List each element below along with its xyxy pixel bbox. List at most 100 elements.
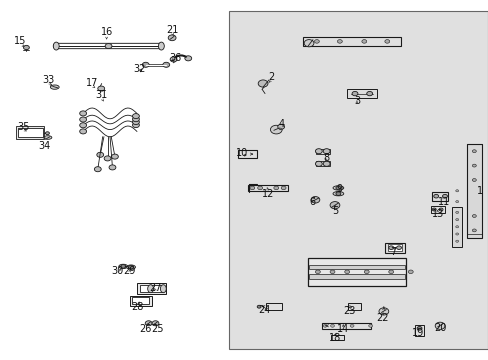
Text: 33: 33: [42, 75, 55, 85]
Circle shape: [80, 111, 86, 116]
Circle shape: [396, 246, 401, 249]
Bar: [140, 285, 163, 292]
Circle shape: [170, 57, 177, 62]
Ellipse shape: [53, 42, 59, 50]
Circle shape: [471, 164, 475, 167]
Text: 30: 30: [111, 266, 123, 276]
Circle shape: [315, 149, 322, 154]
Circle shape: [366, 91, 372, 96]
Ellipse shape: [332, 192, 343, 196]
Circle shape: [80, 117, 86, 122]
Circle shape: [433, 194, 438, 198]
Circle shape: [455, 226, 458, 228]
Circle shape: [277, 124, 284, 129]
Ellipse shape: [160, 285, 166, 293]
Circle shape: [438, 208, 442, 211]
Text: 14: 14: [336, 324, 349, 334]
Ellipse shape: [332, 186, 343, 190]
Circle shape: [257, 305, 261, 308]
Text: 24: 24: [257, 305, 270, 315]
Circle shape: [378, 308, 388, 315]
Circle shape: [351, 91, 357, 96]
Text: 12: 12: [261, 189, 274, 199]
Text: 15: 15: [14, 36, 27, 46]
Text: 5: 5: [331, 206, 337, 216]
Circle shape: [337, 40, 342, 43]
Text: 22: 22: [375, 312, 388, 323]
Circle shape: [434, 322, 444, 329]
Circle shape: [361, 40, 366, 43]
Circle shape: [273, 186, 278, 190]
Text: 4: 4: [278, 119, 284, 129]
Bar: [228, 11, 487, 349]
Bar: [16, 126, 44, 139]
Circle shape: [323, 161, 329, 166]
Circle shape: [132, 117, 139, 122]
Circle shape: [315, 270, 320, 274]
Text: 27: 27: [149, 283, 162, 293]
Circle shape: [249, 186, 254, 190]
Circle shape: [455, 233, 458, 235]
Circle shape: [121, 265, 125, 268]
Text: 34: 34: [38, 141, 50, 151]
Bar: [265, 303, 281, 310]
Bar: [346, 89, 376, 98]
Circle shape: [335, 186, 340, 190]
Circle shape: [364, 270, 368, 274]
Circle shape: [98, 86, 104, 91]
Circle shape: [111, 154, 118, 159]
Circle shape: [132, 120, 139, 125]
Circle shape: [145, 321, 152, 326]
Bar: [330, 335, 344, 341]
Circle shape: [344, 270, 349, 274]
Text: 6: 6: [308, 197, 314, 207]
Circle shape: [314, 40, 319, 43]
Bar: [129, 296, 151, 306]
Text: 28: 28: [131, 302, 144, 312]
Text: 18: 18: [328, 333, 341, 343]
Bar: [303, 37, 400, 46]
Bar: [387, 244, 402, 251]
Bar: [430, 206, 444, 213]
Bar: [132, 297, 149, 304]
Circle shape: [349, 324, 353, 327]
Circle shape: [184, 56, 191, 61]
Bar: [466, 144, 481, 238]
Circle shape: [431, 208, 435, 211]
Text: 17: 17: [85, 78, 98, 88]
Circle shape: [384, 40, 389, 43]
Circle shape: [128, 265, 133, 269]
Ellipse shape: [126, 265, 135, 269]
Circle shape: [323, 324, 326, 327]
Text: 3: 3: [353, 96, 359, 106]
Circle shape: [258, 80, 267, 87]
Circle shape: [455, 219, 458, 221]
Text: 29: 29: [123, 266, 136, 276]
Circle shape: [315, 161, 322, 166]
Text: 10: 10: [235, 148, 248, 158]
Circle shape: [104, 156, 111, 161]
Circle shape: [455, 201, 458, 203]
Circle shape: [388, 270, 393, 274]
Circle shape: [323, 149, 329, 154]
Text: 19: 19: [411, 328, 424, 338]
Circle shape: [442, 194, 447, 198]
Circle shape: [168, 35, 176, 41]
Circle shape: [45, 132, 49, 135]
Text: 36: 36: [168, 53, 181, 63]
Circle shape: [270, 125, 282, 134]
Circle shape: [23, 45, 29, 50]
Circle shape: [471, 229, 475, 232]
Text: 8: 8: [323, 153, 329, 163]
Text: 32: 32: [133, 64, 145, 74]
Circle shape: [132, 122, 139, 127]
Circle shape: [471, 179, 475, 181]
Circle shape: [455, 240, 458, 242]
Bar: [347, 303, 361, 310]
Text: 1: 1: [476, 186, 482, 196]
Bar: [414, 325, 424, 336]
Circle shape: [455, 211, 458, 213]
Text: 20: 20: [433, 323, 446, 333]
Bar: [137, 283, 165, 294]
Ellipse shape: [158, 42, 164, 50]
